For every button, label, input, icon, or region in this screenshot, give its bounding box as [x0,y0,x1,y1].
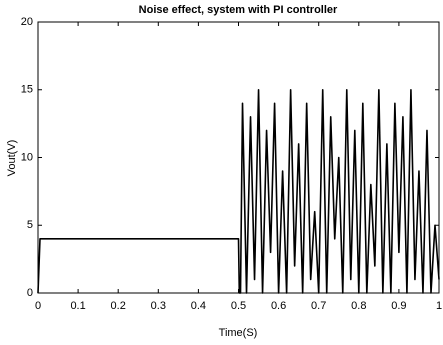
x-tick-label: 0.5 [231,300,246,312]
y-tick-label: 15 [21,84,33,96]
x-tick-label: 0.7 [311,300,326,312]
y-tick-label: 20 [21,16,33,28]
chart-title: Noise effect, system with PI controller [139,4,338,16]
x-tick-label: 0.1 [70,300,85,312]
x-axis-label: Time(S) [219,327,258,339]
x-tick-label: 0.9 [391,300,406,312]
y-tick-label: 10 [21,151,33,163]
y-axis-label: Vout(V) [6,140,18,177]
data-line [37,88,440,294]
x-tick-label: 0.2 [111,300,126,312]
x-tick-label: 1 [436,300,442,312]
x-tick-label: 0.3 [151,300,166,312]
y-tick-label: 0 [27,287,33,299]
x-tick-label: 0.4 [191,300,206,312]
y-tick-label: 5 [27,219,33,231]
x-tick-label: 0.6 [271,300,286,312]
x-tick-label: 0 [35,300,41,312]
x-tick-label: 0.8 [351,300,366,312]
